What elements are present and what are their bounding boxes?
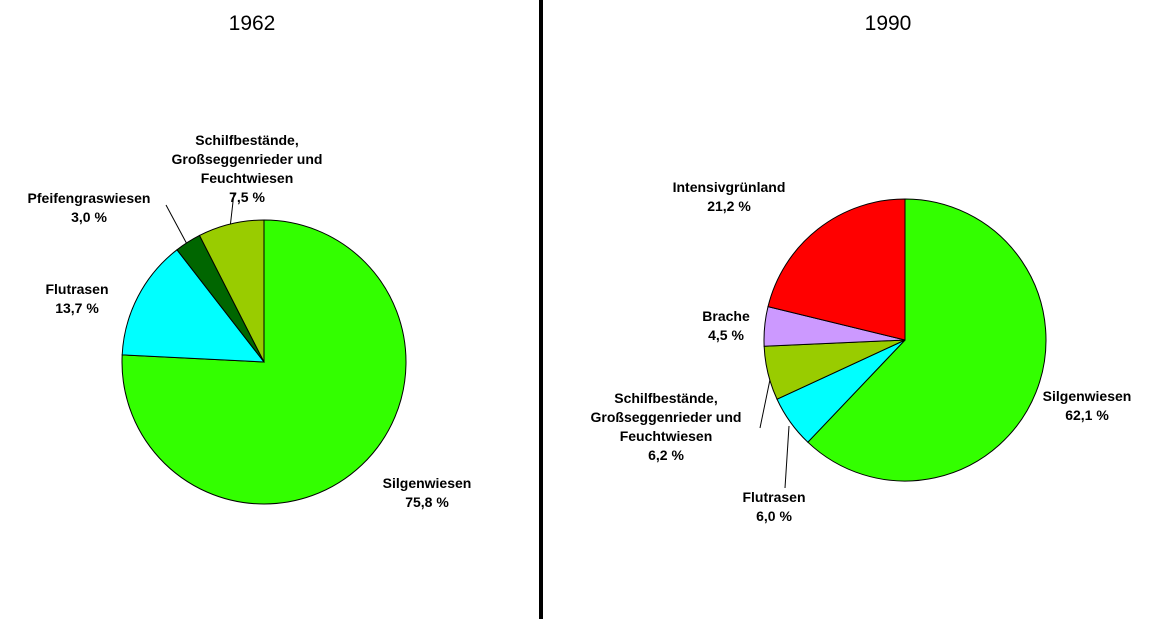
chart-title: 1962 xyxy=(229,12,276,36)
pie-slice xyxy=(767,198,906,341)
slice-label: Pfeifengraswiesen 3,0 % xyxy=(28,189,151,227)
slice-value: 62,1 % xyxy=(1065,407,1109,423)
slice-name: Pfeifengraswiesen xyxy=(27,190,151,206)
slice-label: Silgenwiesen 62,1 % xyxy=(1043,387,1132,425)
slice-name: Intensivgrünland xyxy=(672,179,786,195)
slice-label: Schilfbestände, Großseggenrieder und Feu… xyxy=(172,131,323,207)
chart-title: 1990 xyxy=(865,12,912,36)
pie-slice xyxy=(121,249,266,363)
slice-name: Flutrasen xyxy=(742,489,806,505)
slice-value: 4,5 % xyxy=(708,327,744,343)
slice-name: Schilfbestände, Großseggenrieder und Feu… xyxy=(171,132,323,186)
title-text: 1990 xyxy=(864,12,912,35)
slice-value: 75,8 % xyxy=(405,494,449,510)
slice-value: 7,5 % xyxy=(229,189,265,205)
slice-label: Flutrasen 6,0 % xyxy=(742,488,805,526)
pie-slice xyxy=(807,198,1047,482)
slice-name: Silgenwiesen xyxy=(1042,388,1132,404)
slice-value: 6,2 % xyxy=(648,447,684,463)
slice-label: Brache 4,5 % xyxy=(702,307,749,345)
leader-line xyxy=(229,192,235,229)
slice-name: Flutrasen xyxy=(45,281,109,297)
slice-label: Flutrasen 13,7 % xyxy=(45,280,108,318)
title-text: 1962 xyxy=(228,12,276,35)
leader-line xyxy=(784,425,790,489)
slice-name: Schilfbestände, Großseggenrieder und Feu… xyxy=(590,390,742,444)
slice-value: 13,7 % xyxy=(55,300,99,316)
slice-label: Schilfbestände, Großseggenrieder und Feu… xyxy=(591,389,742,465)
slice-value: 21,2 % xyxy=(707,198,751,214)
slice-value: 3,0 % xyxy=(71,209,107,225)
slice-value: 6,0 % xyxy=(756,508,792,524)
leader-line xyxy=(165,204,189,247)
pie-slice xyxy=(198,219,265,363)
slice-name: Brache xyxy=(702,308,750,324)
slice-label: Intensivgrünland 21,2 % xyxy=(673,178,786,216)
slice-label: Silgenwiesen 75,8 % xyxy=(383,474,472,512)
slice-name: Silgenwiesen xyxy=(382,475,472,491)
